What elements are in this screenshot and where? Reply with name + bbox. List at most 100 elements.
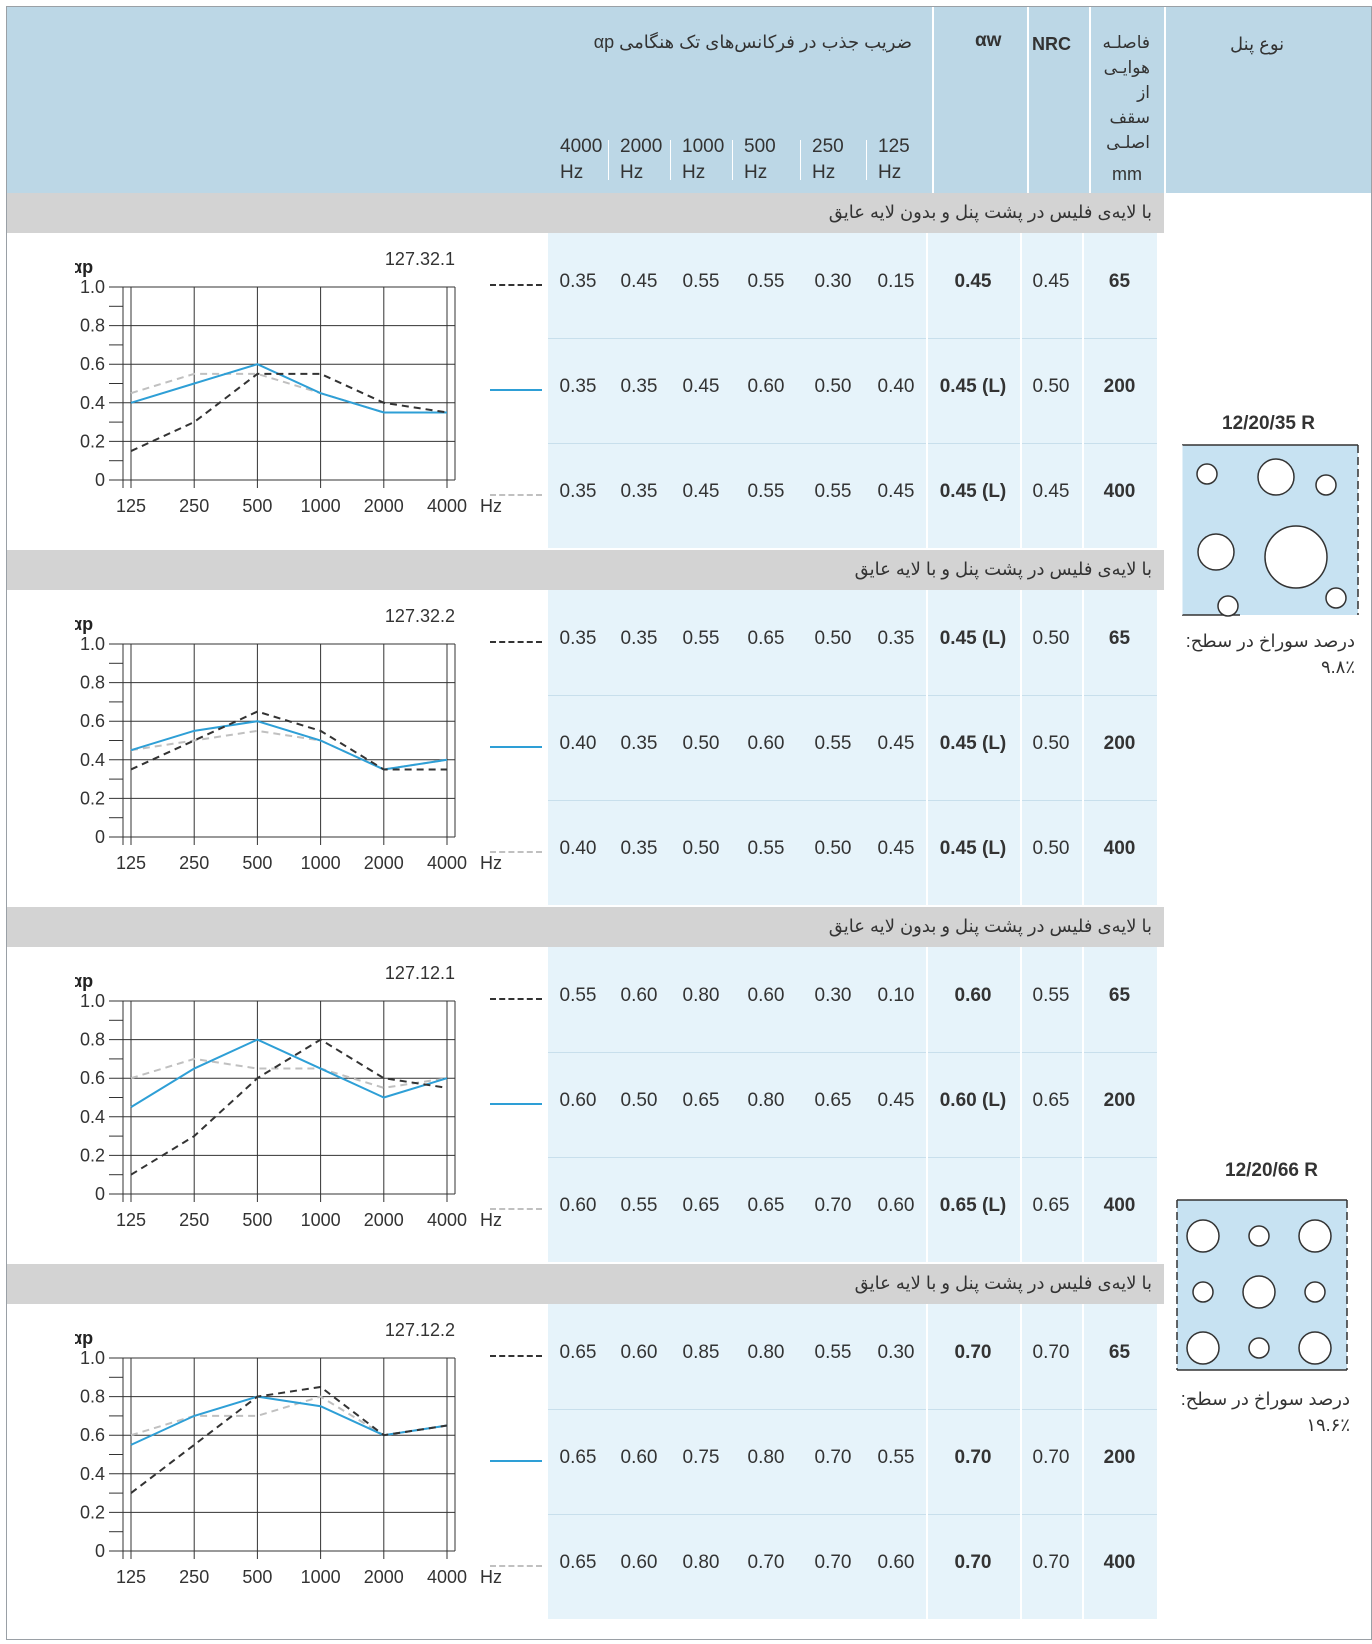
alpha-p-value: 0.55	[682, 271, 720, 292]
y-axis-label: αp	[75, 257, 93, 277]
absorption-chart: 0 0.2 0.4 0.6 0.8 1.0 125 250 500 1000 2000 4000 Hz α…	[75, 963, 502, 1230]
alpha-p-value: 0.55	[559, 985, 597, 1006]
panel-name-1: 12/20/35 R	[1222, 413, 1315, 434]
alpha-p-value: 0.80	[747, 1447, 785, 1468]
nrc-value: 0.50	[1032, 733, 1070, 754]
column-divider	[1020, 947, 1022, 1262]
alpha-w-value: 0.70	[954, 1447, 992, 1468]
y-tick-label: 0.4	[80, 1107, 105, 1127]
perforation-percent-1: درصد سوراخ در سطح: ٪۹.۸	[1185, 631, 1355, 677]
legend-line-sample	[490, 998, 542, 1000]
table-header	[7, 7, 1371, 193]
alpha-p-value: 0.35	[559, 481, 597, 502]
nrc-value: 0.50	[1032, 376, 1070, 397]
air-gap-value: 400	[1103, 1552, 1136, 1573]
frequency-unit: Hz	[620, 162, 644, 183]
header-nrc: NRC	[1032, 34, 1071, 54]
alpha-p-value: 0.55	[620, 1195, 658, 1216]
alpha-p-value: 0.50	[814, 628, 852, 649]
alpha-p-value: 0.65	[747, 628, 785, 649]
alpha-p-value: 0.65	[814, 1090, 852, 1111]
air-gap-value: 400	[1103, 481, 1136, 502]
panel-tile-1: 12/20/35 R	[1180, 413, 1360, 638]
column-divider	[1082, 1304, 1084, 1619]
alpha-p-value: 0.35	[877, 628, 915, 649]
absorption-chart: 0 0.2 0.4 0.6 0.8 1.0 125 250 500 1000 2000 4000 Hz α…	[75, 1320, 502, 1587]
series-line-black-dashed	[130, 1038, 448, 1176]
x-tick-label: 4000	[427, 853, 467, 873]
alpha-p-value: 0.45	[877, 1090, 915, 1111]
alpha-p-value: 0.60	[620, 1342, 658, 1363]
legend-line-sample	[490, 746, 542, 748]
x-axis-label: Hz	[480, 853, 502, 873]
alpha-p-value: 0.60	[559, 1195, 597, 1216]
perforation-pattern-icon	[1181, 444, 1359, 617]
chart-code: 127.32.1	[385, 249, 455, 269]
y-tick-label: 0.8	[80, 673, 105, 693]
legend-line-sample	[490, 494, 542, 496]
x-tick-label: 1000	[301, 853, 341, 873]
x-tick-label: 2000	[364, 1210, 404, 1230]
y-tick-label: 0.2	[80, 1502, 105, 1522]
header-alpha-w: αw	[975, 30, 1002, 51]
legend-line-sample	[490, 1208, 542, 1210]
air-gap-value: 65	[1108, 628, 1131, 649]
x-tick-label: 250	[179, 1210, 209, 1230]
air-gap-value: 200	[1103, 1447, 1136, 1468]
alpha-p-value: 0.35	[620, 481, 658, 502]
alpha-p-value: 0.15	[877, 271, 915, 292]
legend-line-sample	[490, 1355, 542, 1357]
alpha-p-value: 0.65	[559, 1552, 597, 1573]
x-tick-label: 125	[116, 1567, 146, 1587]
x-tick-label: 1000	[301, 1210, 341, 1230]
alpha-w-value: 0.45	[954, 271, 992, 292]
row-separator	[548, 695, 1157, 696]
values-column-bg	[548, 1304, 1157, 1619]
alpha-p-value: 0.55	[814, 1342, 852, 1363]
absorption-chart: 0 0.2 0.4 0.6 0.8 1.0 125 250 500 1000 2000 4000 Hz α…	[75, 249, 502, 516]
alpha-p-value: 0.35	[620, 376, 658, 397]
alpha-p-value: 0.70	[814, 1552, 852, 1573]
alpha-p-value: 0.70	[814, 1447, 852, 1468]
frequency-value: 500	[744, 136, 776, 157]
values-column-bg	[548, 947, 1157, 1262]
x-axis-label: Hz	[480, 1210, 502, 1230]
y-tick-label: 0.8	[80, 1387, 105, 1407]
alpha-p-value: 0.55	[682, 628, 720, 649]
alpha-w-value: 0.65 (L)	[939, 1195, 1007, 1216]
nrc-value: 0.65	[1032, 1195, 1070, 1216]
legend-line-sample	[490, 1460, 542, 1462]
alpha-p-value: 0.55	[877, 1447, 915, 1468]
header-panel-type: نوع پنل	[1230, 34, 1285, 54]
nrc-value: 0.55	[1032, 985, 1070, 1006]
y-tick-label: 0.6	[80, 1068, 105, 1088]
alpha-w-value: 0.45 (L)	[939, 838, 1007, 859]
y-axis-label: αp	[75, 971, 93, 991]
section-heading: با لایه‌ی فلیس در پشت پنل و بدون لایه عا…	[828, 202, 1152, 222]
series-line-black-dashed	[130, 372, 448, 452]
alpha-p-value: 0.60	[877, 1552, 915, 1573]
alpha-p-value: 0.35	[559, 271, 597, 292]
alpha-p-value: 0.55	[814, 733, 852, 754]
frequency-unit: Hz	[560, 162, 584, 183]
alpha-p-value: 0.30	[877, 1342, 915, 1363]
alpha-w-value: 0.45 (L)	[939, 733, 1007, 754]
y-tick-label: 0.2	[80, 1145, 105, 1165]
values-column-bg	[548, 233, 1157, 548]
alpha-p-value: 0.55	[747, 838, 785, 859]
row-separator	[548, 800, 1157, 801]
series-line-blue-solid	[130, 1038, 448, 1109]
x-tick-label: 250	[179, 853, 209, 873]
alpha-p-value: 0.45	[877, 733, 915, 754]
frequency-unit: Hz	[878, 162, 902, 183]
panel-tile-2: 12/20/66 R	[1175, 1160, 1360, 1385]
x-tick-label: 250	[179, 1567, 209, 1587]
chart-code: 127.12.2	[385, 1320, 455, 1340]
values-column-bg	[548, 590, 1157, 905]
alpha-p-value: 0.60	[559, 1090, 597, 1111]
series-line-grey-dashed	[130, 729, 448, 771]
series-line-grey-dashed	[130, 372, 447, 414]
frequency-unit: Hz	[812, 162, 836, 183]
header-frequency: 250 Hz	[812, 134, 844, 186]
frequency-value: 125	[878, 136, 910, 157]
